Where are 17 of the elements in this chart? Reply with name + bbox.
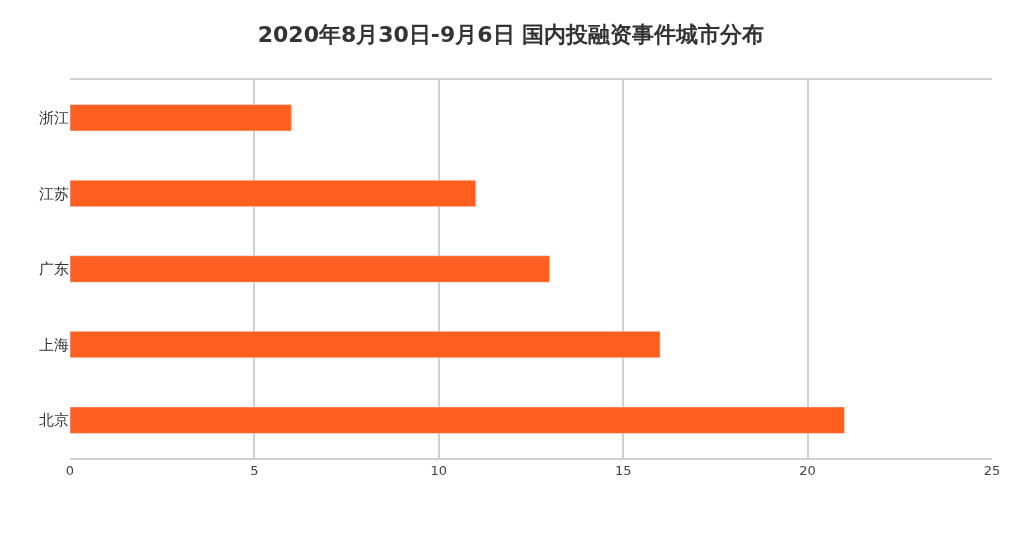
chart-title: 2020年8月30日-9月6日 国内投融资事件城市分布 [257, 22, 765, 48]
y-tick-label: 广东 [39, 260, 69, 279]
bar [70, 104, 292, 132]
x-tick-label: 0 [65, 463, 75, 479]
bar [70, 179, 476, 207]
x-tick-label: 15 [614, 463, 632, 479]
x-tick-label: 25 [983, 463, 1001, 479]
y-tick-label: 北京 [39, 411, 69, 430]
y-tick-label: 江苏 [39, 184, 69, 203]
bar [70, 255, 550, 283]
bar [70, 406, 845, 434]
bar [70, 331, 661, 359]
x-tick-label: 20 [799, 463, 816, 479]
y-tick-label: 浙江 [39, 109, 69, 128]
x-tick-label: 10 [430, 463, 448, 479]
y-tick-label: 上海 [39, 335, 69, 354]
x-tick-label: 5 [250, 463, 259, 479]
